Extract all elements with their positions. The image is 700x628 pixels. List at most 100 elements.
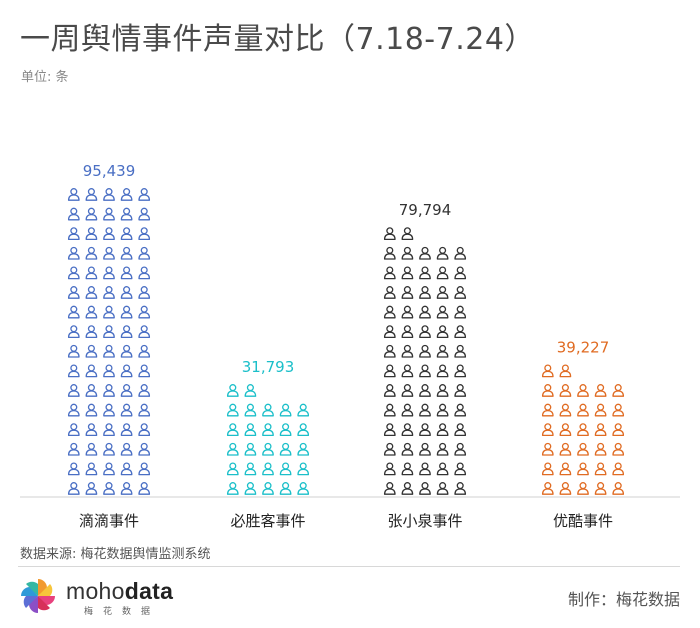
person-icon (85, 403, 98, 417)
person-icon (138, 305, 151, 319)
mohodata-logo: mohodata 梅花数据 (18, 576, 178, 618)
person-icon (401, 344, 414, 358)
person-icon (67, 266, 80, 280)
pinwheel-logo-icon (21, 579, 55, 613)
person-icon (612, 482, 625, 495)
person-icon (401, 482, 414, 495)
person-icon (138, 482, 151, 495)
person-icon (419, 286, 431, 299)
person-icon (454, 286, 467, 299)
person-icon (419, 442, 431, 456)
person-icon (383, 325, 396, 339)
person-icon (85, 188, 98, 201)
person-icon (85, 286, 98, 299)
person-icon (401, 423, 414, 437)
person-icon (103, 482, 115, 495)
person-icon (577, 462, 589, 476)
person-icon (67, 305, 80, 319)
person-icon (383, 246, 396, 260)
person-icon (401, 403, 414, 417)
person-icon (244, 403, 257, 417)
person-icon (383, 344, 396, 358)
person-icon (103, 227, 115, 241)
person-icon (436, 286, 449, 299)
person-icon (120, 286, 133, 299)
person-icon (85, 423, 98, 437)
person-icon (120, 462, 133, 476)
person-icon (120, 344, 133, 358)
person-icon (138, 266, 151, 280)
person-icon (244, 462, 257, 476)
person-icon (67, 364, 80, 378)
person-icon (612, 384, 625, 397)
person-icon (559, 384, 572, 397)
person-icon (383, 442, 396, 456)
person-icon (67, 344, 80, 358)
person-icon (103, 384, 115, 397)
person-icon (401, 305, 414, 319)
person-icon (436, 482, 449, 495)
person-icon (559, 423, 572, 437)
person-icon (138, 344, 151, 358)
value-label: 31,793 (242, 358, 295, 376)
person-icon (120, 266, 133, 280)
person-icon (67, 227, 80, 241)
person-icon (103, 305, 115, 319)
category-label: 必胜客事件 (230, 512, 305, 530)
person-icon (138, 364, 151, 378)
person-icon (120, 246, 133, 260)
person-icon (85, 364, 98, 378)
person-icon (262, 482, 274, 495)
person-icon (226, 403, 239, 417)
person-icon (67, 403, 80, 417)
person-icon (454, 325, 467, 339)
person-icon (103, 188, 115, 201)
chart-title: 一周舆情事件声量对比（7.18-7.24） (20, 22, 535, 57)
person-icon (419, 462, 431, 476)
person-icon (436, 403, 449, 417)
person-icon (436, 325, 449, 339)
logo-subtitle: 梅花数据 (84, 607, 161, 617)
person-icon (297, 482, 310, 495)
person-icon (383, 286, 396, 299)
person-icon (244, 384, 257, 397)
person-icon (67, 442, 80, 456)
person-icon (85, 442, 98, 456)
person-icon (436, 364, 449, 378)
person-icon (226, 462, 239, 476)
person-icon (383, 403, 396, 417)
person-icon (120, 482, 133, 495)
person-icon (541, 384, 554, 397)
person-icon (454, 344, 467, 358)
person-icon (419, 482, 431, 495)
person-icon (138, 325, 151, 339)
person-icon (577, 384, 589, 397)
person-icon (120, 207, 133, 221)
person-icon (541, 364, 554, 378)
person-icon (244, 442, 257, 456)
person-icon (67, 482, 80, 495)
person-icon (612, 462, 625, 476)
person-icon (612, 423, 625, 437)
person-icon (419, 364, 431, 378)
person-icon (401, 246, 414, 260)
person-icon (120, 423, 133, 437)
person-icon (138, 246, 151, 260)
person-icon (401, 266, 414, 280)
person-icon (103, 286, 115, 299)
unit-label: 单位: 条 (21, 70, 69, 85)
person-icon (120, 227, 133, 241)
person-icon (419, 246, 431, 260)
person-icon (541, 423, 554, 437)
person-icon (541, 403, 554, 417)
person-icon (383, 423, 396, 437)
person-icon (577, 482, 589, 495)
person-icon (401, 227, 414, 241)
person-icon (383, 384, 396, 397)
person-icon (436, 344, 449, 358)
credit-label: 制作：梅花数据 (567, 590, 680, 609)
person-icon (594, 403, 607, 417)
person-icon (383, 482, 396, 495)
person-icon (279, 403, 292, 417)
person-icon (103, 325, 115, 339)
